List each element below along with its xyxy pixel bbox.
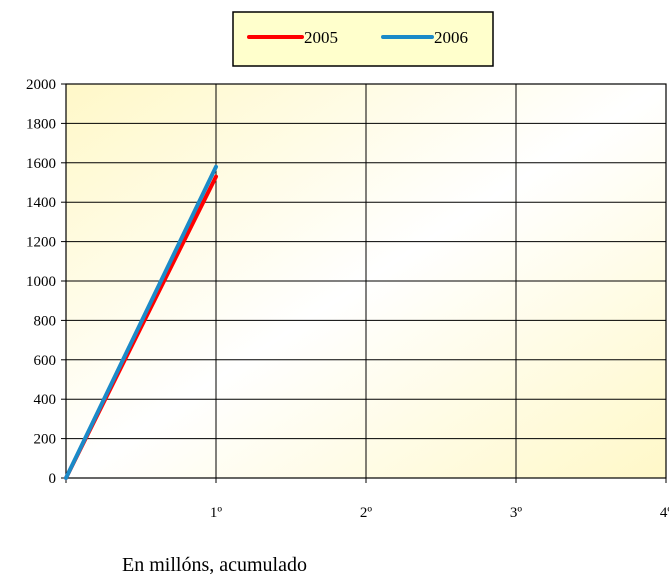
y-tick-label: 1800 (26, 116, 56, 132)
y-tick-label: 800 (34, 313, 57, 329)
x-tick-label: 3º (510, 505, 523, 521)
legend-label-2005: 2005 (304, 28, 338, 47)
y-tick-label: 1000 (26, 274, 56, 290)
legend: 2005 2006 (232, 11, 494, 67)
y-tick-label: 200 (34, 432, 57, 448)
y-tick-label: 1200 (26, 235, 56, 251)
y-tick-label: 400 (34, 392, 57, 408)
x-tick-label: 4º (660, 505, 669, 521)
x-axis-ticks: 1º 2º 3º 4º (65, 478, 669, 521)
x-tick-label: 2º (360, 505, 373, 521)
y-tick-label: 1400 (26, 195, 56, 211)
y-tick-label: 0 (49, 471, 57, 487)
y-axis-ticks: 0 200 400 600 800 1000 1200 1400 1600 1800 2000 (26, 77, 66, 487)
chart-caption: En millóns, acumulado (122, 554, 307, 576)
x-tick-label: 1º (210, 505, 223, 521)
y-tick-label: 1600 (26, 156, 56, 172)
series-line-2006 (64, 164, 218, 480)
y-tick-label: 2000 (26, 77, 56, 93)
legend-label-2006: 2006 (434, 28, 468, 47)
y-tick-label: 600 (34, 353, 57, 369)
series-lines (64, 164, 218, 480)
